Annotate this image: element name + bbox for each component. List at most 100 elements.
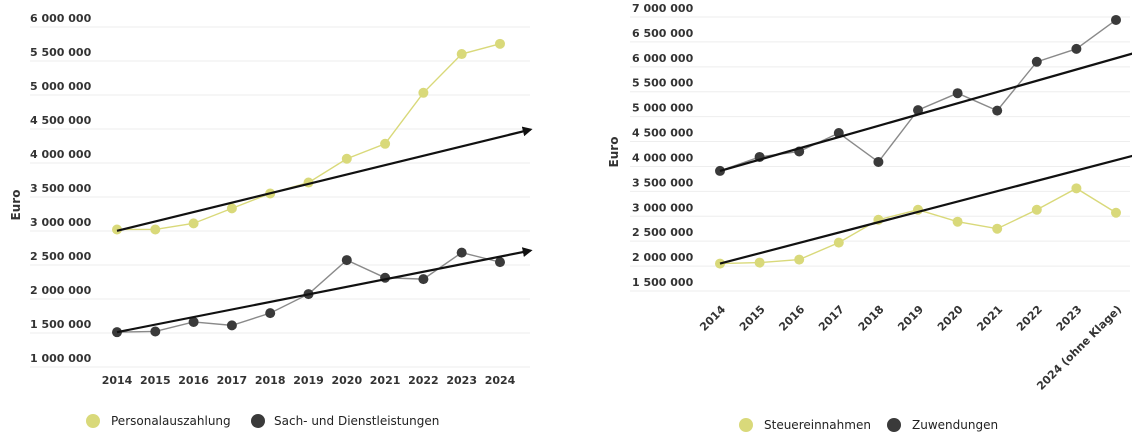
trend-arrow xyxy=(116,247,533,334)
y-tick-label: 5 000 000 xyxy=(30,80,92,93)
data-point xyxy=(112,224,122,235)
y-tick-label: 6 500 000 xyxy=(632,27,694,40)
y-tick-label: 3 500 000 xyxy=(30,182,92,195)
series-line xyxy=(719,187,1117,265)
data-point xyxy=(226,203,237,214)
x-tick-label: 2020 xyxy=(331,374,362,387)
x-tick-labels-right: 2014 2015 2016 2017 2018 2019 2020 2021 2022 2023… xyxy=(697,303,1124,393)
x-tick-labels-left: 2014 2015 2016 2017 2018 2019 2020 2021 2022 2023… xyxy=(102,374,516,387)
x-tick-label: 2020 xyxy=(935,303,966,334)
data-point xyxy=(1071,183,1082,194)
x-tick-label: 2022 xyxy=(1014,303,1045,334)
x-tick-label: 2021 xyxy=(370,374,401,387)
x-tick-label: 2014 xyxy=(102,374,133,387)
trendlines-right xyxy=(719,52,1132,265)
legend-label-sach-dienstleistungen: Sach- und Dienstleistungen xyxy=(274,414,439,428)
y-tick-label: 2 500 000 xyxy=(632,226,694,239)
data-point xyxy=(188,316,199,327)
data-point xyxy=(495,38,505,49)
legend-label-personalauszahlung: Personalauszahlung xyxy=(111,414,231,428)
legend-label-steuereinnahmen: Steuereinnahmen xyxy=(764,418,871,432)
trend-arrow xyxy=(116,126,533,232)
series-left xyxy=(112,38,505,338)
series-line xyxy=(719,19,1117,172)
data-point xyxy=(794,254,805,265)
x-tick-label: 2018 xyxy=(856,303,887,334)
legend-right: Steuereinnahmen Zuwendungen xyxy=(739,418,998,432)
x-tick-label: 2018 xyxy=(255,374,286,387)
y-tick-label: 4 000 000 xyxy=(632,151,694,164)
x-tick-label: 2016 xyxy=(178,374,209,387)
y-axis-title-left: Euro xyxy=(9,190,23,221)
data-point xyxy=(1031,56,1042,67)
chart-left: 6 000 000 5 500 000 5 000 000 4 500 000 4 00… xyxy=(9,12,533,428)
trendlines-left xyxy=(116,126,533,334)
data-point xyxy=(341,153,352,164)
data-point xyxy=(265,308,276,319)
y-grid-right xyxy=(630,16,1130,292)
data-point xyxy=(992,223,1003,234)
x-tick-label: 2015 xyxy=(737,303,768,334)
y-tick-label: 4 500 000 xyxy=(632,127,694,140)
y-tick-label: 4 500 000 xyxy=(30,114,92,127)
y-tick-label: 1 500 000 xyxy=(632,276,694,289)
data-point xyxy=(380,138,391,149)
x-tick-label: 2023 xyxy=(446,374,477,387)
x-tick-label: 2021 xyxy=(974,303,1005,334)
x-tick-label: 2024 xyxy=(485,374,516,387)
trend-arrow xyxy=(719,154,1132,265)
legend-label-zuwendungen: Zuwendungen xyxy=(912,418,998,432)
data-point xyxy=(833,237,844,248)
y-grid-left xyxy=(30,26,530,368)
data-point xyxy=(226,320,237,331)
y-tick-label: 5 500 000 xyxy=(30,46,92,59)
y-tick-label: 5 500 000 xyxy=(632,77,694,90)
x-tick-label: 2023 xyxy=(1054,303,1085,334)
x-tick-label: 2022 xyxy=(408,374,439,387)
x-tick-label: 2017 xyxy=(217,374,248,387)
data-point xyxy=(952,88,963,99)
data-point xyxy=(992,105,1003,116)
x-tick-label: 2019 xyxy=(293,374,324,387)
y-tick-label: 1 500 000 xyxy=(30,318,92,331)
legend-swatch-steuereinnahmen xyxy=(739,418,753,432)
data-point xyxy=(341,255,352,266)
data-point xyxy=(150,224,161,235)
legend-left: Personalauszahlung Sach- und Dienstleist… xyxy=(86,414,439,428)
data-point xyxy=(913,105,923,116)
trend-arrow xyxy=(719,52,1132,172)
y-tick-labels-left: 6 000 000 5 500 000 5 000 000 4 500 000 4 00… xyxy=(30,12,92,365)
legend-swatch-zuwendungen xyxy=(887,418,901,432)
data-point xyxy=(1111,14,1121,25)
y-tick-label: 1 000 000 xyxy=(30,352,92,365)
data-point xyxy=(754,257,765,268)
legend-swatch-sach-dienstleistungen xyxy=(251,414,265,428)
data-point xyxy=(873,156,884,167)
y-tick-label: 7 000 000 xyxy=(632,2,694,15)
x-tick-label: 2016 xyxy=(776,303,807,334)
y-tick-label: 3 000 000 xyxy=(632,201,694,214)
data-point xyxy=(1071,43,1082,54)
y-tick-label: 3 500 000 xyxy=(632,176,694,189)
y-tick-label: 4 000 000 xyxy=(30,148,92,161)
y-tick-label: 6 000 000 xyxy=(30,12,92,25)
y-tick-label: 6 000 000 xyxy=(632,52,694,65)
data-point xyxy=(1031,204,1042,215)
series-right xyxy=(715,14,1121,269)
y-axis-title-right: Euro xyxy=(607,137,621,168)
x-tick-label: 2015 xyxy=(140,374,171,387)
data-point xyxy=(495,257,505,268)
y-tick-label: 2 000 000 xyxy=(632,251,694,264)
y-tick-label: 2 000 000 xyxy=(30,284,92,297)
legend-swatch-personalauszahlung xyxy=(86,414,100,428)
series-line xyxy=(117,43,501,231)
y-tick-label: 5 000 000 xyxy=(632,102,694,115)
data-point xyxy=(150,326,161,337)
x-tick-label: 2017 xyxy=(816,303,847,334)
data-point xyxy=(456,49,467,60)
y-tick-label: 3 000 000 xyxy=(30,216,92,229)
data-point xyxy=(418,87,429,98)
y-tick-label: 2 500 000 xyxy=(30,250,92,263)
chart-right: 7 000 000 6 500 000 6 000 000 5 500 000 5 00… xyxy=(607,2,1132,432)
data-point xyxy=(1111,207,1121,218)
